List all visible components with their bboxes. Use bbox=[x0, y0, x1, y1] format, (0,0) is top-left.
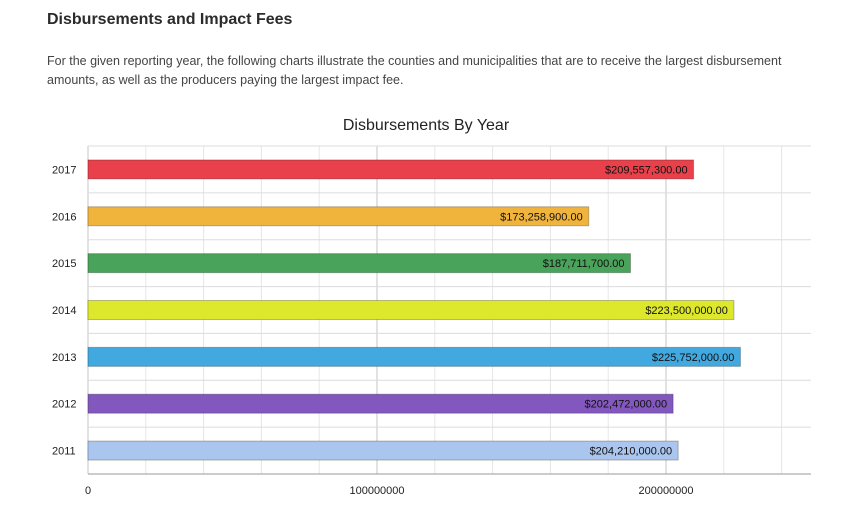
bar-2013 bbox=[87, 346, 741, 367]
category-label-2017: 2017 bbox=[52, 164, 76, 176]
chart-title: Disbursements By Year bbox=[342, 117, 510, 134]
value-label-2016: $173,258,900.00 bbox=[500, 211, 583, 223]
bar-2012 bbox=[87, 393, 674, 414]
bar-2014 bbox=[87, 300, 735, 320]
category-label-2013: 2013 bbox=[52, 352, 76, 364]
section-heading: Disbursements and Impact Fees bbox=[47, 11, 293, 28]
category-label-2016: 2016 bbox=[52, 211, 76, 223]
value-label-2017: $209,557,300.00 bbox=[605, 164, 688, 176]
value-label-2015: $187,711,700.00 bbox=[543, 258, 625, 270]
value-label-2013: $225,752,000.00 bbox=[652, 352, 735, 364]
intro-paragraph: For the given reporting year, the follow… bbox=[47, 54, 782, 87]
category-label-2014: 2014 bbox=[52, 305, 76, 317]
bar-2015 bbox=[87, 253, 631, 274]
category-label-2012: 2012 bbox=[52, 399, 76, 411]
x-tick-label: 100000000 bbox=[349, 485, 404, 497]
x-tick-label: 200000000 bbox=[638, 485, 693, 497]
bar-2016 bbox=[87, 206, 590, 227]
category-label-2011: 2011 bbox=[52, 446, 76, 458]
value-label-2011: $204,210,000.00 bbox=[590, 446, 673, 458]
bar-2017 bbox=[87, 159, 695, 180]
category-label-2015: 2015 bbox=[52, 258, 76, 270]
bar-2011 bbox=[87, 440, 679, 461]
x-tick-label: 0 bbox=[85, 485, 91, 497]
value-label-2014: $223,500,000.00 bbox=[645, 305, 728, 317]
value-label-2012: $202,472,000.00 bbox=[585, 399, 668, 411]
